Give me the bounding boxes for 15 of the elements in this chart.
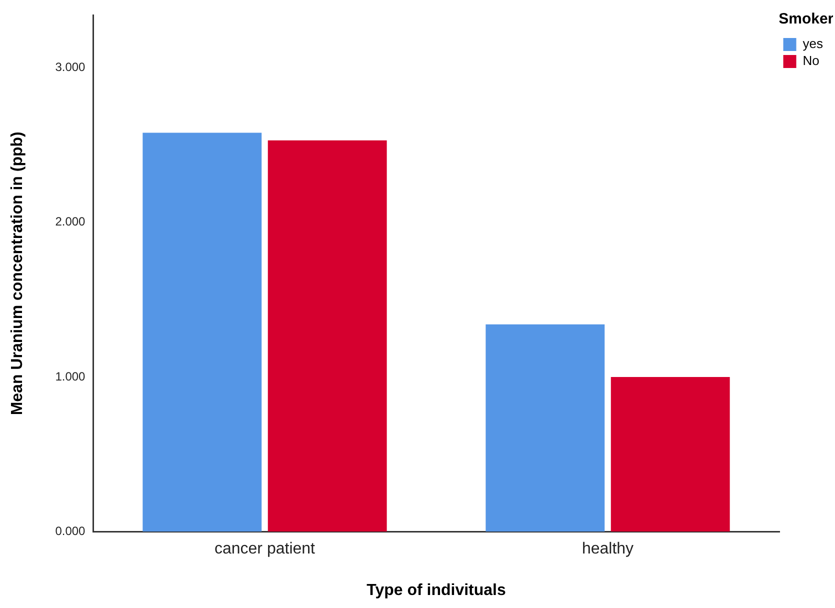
y-tick-label: 0.000 xyxy=(55,524,86,538)
x-tick-label: cancer patient xyxy=(214,540,316,558)
y-tick-label: 1.000 xyxy=(55,369,86,384)
legend-title: Smoker xyxy=(778,10,834,28)
bar xyxy=(486,324,605,532)
x-tick-label: healthy xyxy=(582,540,634,558)
bar xyxy=(268,140,387,532)
legend-label: yes xyxy=(802,36,824,52)
y-tick-label: 2.000 xyxy=(55,214,86,229)
legend-label: No xyxy=(802,53,820,68)
bar xyxy=(142,132,262,532)
y-axis-title: Mean Uranium concentration in (ppb) xyxy=(9,132,26,416)
x-axis-title: Type of indivituals xyxy=(366,582,506,599)
y-tick-label: 3.000 xyxy=(55,60,86,74)
bar xyxy=(610,376,730,532)
